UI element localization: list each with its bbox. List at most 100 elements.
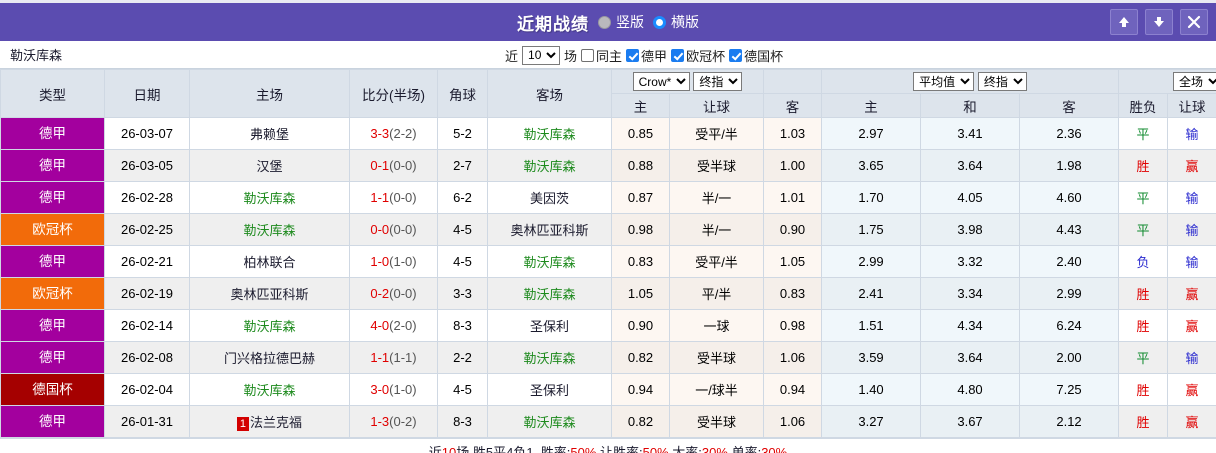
same-home-checkbox[interactable] (581, 48, 595, 62)
score-cell[interactable]: 3-0(1-0) (349, 373, 438, 406)
eu-draw-odds-cell: 4.80 (920, 373, 1021, 406)
close-button[interactable] (1180, 9, 1208, 35)
home-team-cell[interactable]: 1 法兰克福 (189, 405, 350, 438)
away-team-cell[interactable]: 勒沃库森 (487, 341, 612, 374)
col-header-asia-away[interactable]: 客 (763, 93, 823, 118)
same-home-label: 同主 (596, 48, 623, 64)
score-cell[interactable]: 1-0(1-0) (349, 245, 438, 278)
col-header-home[interactable]: 主场 (189, 69, 350, 118)
competition-cell[interactable]: 德甲 (0, 149, 105, 182)
away-team-cell[interactable]: 勒沃库森 (487, 117, 612, 150)
away-team-cell[interactable]: 勒沃库森 (487, 405, 612, 438)
col-header-eu-away[interactable]: 客 (1019, 93, 1120, 118)
match-date-cell: 26-03-07 (104, 117, 190, 150)
competition-cell[interactable]: 欧冠杯 (0, 277, 105, 310)
table-head-selector-row: 类型 日期 主场 比分(半场) 角球 客场 Crow* 终指 平均值 终指 全场 (0, 69, 1216, 118)
away-team-cell[interactable]: 美因茨 (487, 181, 612, 214)
score-cell[interactable]: 0-0(0-0) (349, 213, 438, 246)
away-team-cell[interactable]: 奥林匹亚科斯 (487, 213, 612, 246)
competition-cell[interactable]: 德甲 (0, 117, 105, 150)
bookmaker-select[interactable]: Crow* (632, 72, 690, 91)
match-date-cell: 26-02-25 (104, 213, 190, 246)
score-cell[interactable]: 4-0(2-0) (349, 309, 438, 342)
col-header-score[interactable]: 比分(半场) (349, 69, 438, 118)
col-header-eu-draw[interactable]: 和 (920, 93, 1021, 118)
asia-away-odds-cell: 1.06 (763, 341, 823, 374)
radio-horizontal-icon[interactable] (653, 15, 666, 29)
odds-stage-select[interactable]: 终指 (977, 72, 1027, 91)
competition-filter-bundesliga[interactable]: 德甲 (626, 46, 667, 65)
table-row[interactable]: 德甲 26-03-05 汉堡 0-1(0-0) 2-7 勒沃库森 0.88 受半球 1.00 3.… (0, 149, 1216, 182)
competition-cell[interactable]: 德甲 (0, 405, 105, 438)
table-row[interactable]: 德甲 26-02-08 门兴格拉德巴赫 1-1(1-1) 2-2 勒沃库森 0.82 受半球 1… (0, 341, 1216, 374)
odds-type-select[interactable]: 平均值 (913, 72, 975, 91)
table-row[interactable]: 德甲 26-01-31 1 法兰克福 1-3(0-2) 8-3 勒沃库森 0.82 受半球 1.0… (0, 405, 1216, 438)
home-team-cell[interactable]: 弗赖堡 (189, 117, 350, 150)
competition-filter-ucl[interactable]: 欧冠杯 (671, 46, 725, 65)
col-header-type[interactable]: 类型 (0, 69, 105, 118)
away-team-cell[interactable]: 圣保利 (487, 373, 612, 406)
home-team-cell[interactable]: 奥林匹亚科斯 (189, 277, 350, 310)
score-cell[interactable]: 1-1(1-1) (349, 341, 438, 374)
competition-cell[interactable]: 德甲 (0, 309, 105, 342)
recent-count-select[interactable]: 10 (522, 45, 561, 65)
handicap-stage-select[interactable]: 终指 (693, 72, 743, 91)
table-row[interactable]: 德国杯 26-02-04 勒沃库森 3-0(1-0) 4-5 圣保利 0.94 一/球半 0.9… (0, 373, 1216, 406)
competition-badge: 欧冠杯 (1, 214, 104, 245)
score-cell[interactable]: 1-3(0-2) (349, 405, 438, 438)
col-header-corner[interactable]: 角球 (437, 69, 488, 118)
competition-filter-dfb[interactable]: 德国杯 (729, 46, 783, 65)
table-row[interactable]: 德甲 26-02-21 柏林联合 1-0(1-0) 4-5 勒沃库森 0.83 受平/半 1.0… (0, 245, 1216, 278)
move-up-button[interactable] (1110, 9, 1138, 35)
same-home-filter[interactable]: 同主 (581, 46, 622, 65)
home-team-cell[interactable]: 柏林联合 (189, 245, 350, 278)
score-cell[interactable]: 1-1(0-0) (349, 181, 438, 214)
away-team-cell[interactable]: 勒沃库森 (487, 245, 612, 278)
away-team-cell[interactable]: 圣保利 (487, 309, 612, 342)
asia-away-odds-cell: 1.06 (763, 405, 823, 438)
home-team-cell[interactable]: 勒沃库森 (189, 181, 350, 214)
col-header-eu-home[interactable]: 主 (821, 93, 922, 118)
corner-cell: 4-5 (437, 213, 488, 246)
table-row[interactable]: 德甲 26-03-07 弗赖堡 3-3(2-2) 5-2 勒沃库森 0.85 受平/半 1.03… (0, 117, 1216, 150)
col-header-asia-line[interactable]: 让球 (668, 93, 765, 118)
score-cell[interactable]: 0-1(0-0) (349, 149, 438, 182)
view-mode-vertical[interactable]: 竖版 (598, 12, 644, 32)
result-wl-cell: 胜 (1118, 405, 1169, 438)
competition-cell[interactable]: 德甲 (0, 245, 105, 278)
view-mode-horizontal[interactable]: 横版 (653, 12, 699, 32)
home-team-cell[interactable]: 勒沃库森 (189, 213, 350, 246)
competition-cell[interactable]: 德甲 (0, 181, 105, 214)
bundesliga-checkbox[interactable] (626, 48, 640, 62)
away-team-name: 勒沃库森 (523, 287, 576, 302)
col-header-result-wl[interactable]: 胜负 (1118, 93, 1169, 118)
home-team-cell[interactable]: 勒沃库森 (189, 373, 350, 406)
competition-cell[interactable]: 德国杯 (0, 373, 105, 406)
dfb-checkbox[interactable] (729, 48, 743, 62)
col-header-away[interactable]: 客场 (487, 69, 612, 118)
home-team-cell[interactable]: 汉堡 (189, 149, 350, 182)
ucl-checkbox[interactable] (671, 48, 685, 62)
table-row[interactable]: 德甲 26-02-28 勒沃库森 1-1(0-0) 6-2 美因茨 0.87 半/一 1.01 1… (0, 181, 1216, 214)
col-header-date[interactable]: 日期 (104, 69, 190, 118)
home-team-cell[interactable]: 门兴格拉德巴赫 (189, 341, 350, 374)
arrow-up-icon (1119, 17, 1129, 27)
score-cell[interactable]: 0-2(0-0) (349, 277, 438, 310)
away-team-cell[interactable]: 勒沃库森 (487, 149, 612, 182)
col-header-result-handicap[interactable]: 让球 (1167, 93, 1216, 118)
competition-cell[interactable]: 欧冠杯 (0, 213, 105, 246)
col-header-asia-home[interactable]: 主 (611, 93, 670, 118)
move-down-button[interactable] (1145, 9, 1173, 35)
result-wl-cell: 胜 (1118, 149, 1169, 182)
table-row[interactable]: 欧冠杯 26-02-19 奥林匹亚科斯 0-2(0-0) 3-3 勒沃库森 1.05 平/半 0… (0, 277, 1216, 310)
home-team-cell[interactable]: 勒沃库森 (189, 309, 350, 342)
titlebar-center: 近期战绩 竖版 横版 (517, 10, 699, 35)
table-row[interactable]: 德甲 26-02-14 勒沃库森 4-0(2-0) 8-3 圣保利 0.90 一球 0.98 1.… (0, 309, 1216, 342)
radio-vertical-icon[interactable] (598, 15, 611, 29)
competition-cell[interactable]: 德甲 (0, 341, 105, 374)
away-team-cell[interactable]: 勒沃库森 (487, 277, 612, 310)
scope-select[interactable]: 全场 (1173, 72, 1216, 91)
result-handicap-cell: 输 (1167, 213, 1216, 246)
score-cell[interactable]: 3-3(2-2) (349, 117, 438, 150)
table-row[interactable]: 欧冠杯 26-02-25 勒沃库森 0-0(0-0) 4-5 奥林匹亚科斯 0.98 半/一 0… (0, 213, 1216, 246)
